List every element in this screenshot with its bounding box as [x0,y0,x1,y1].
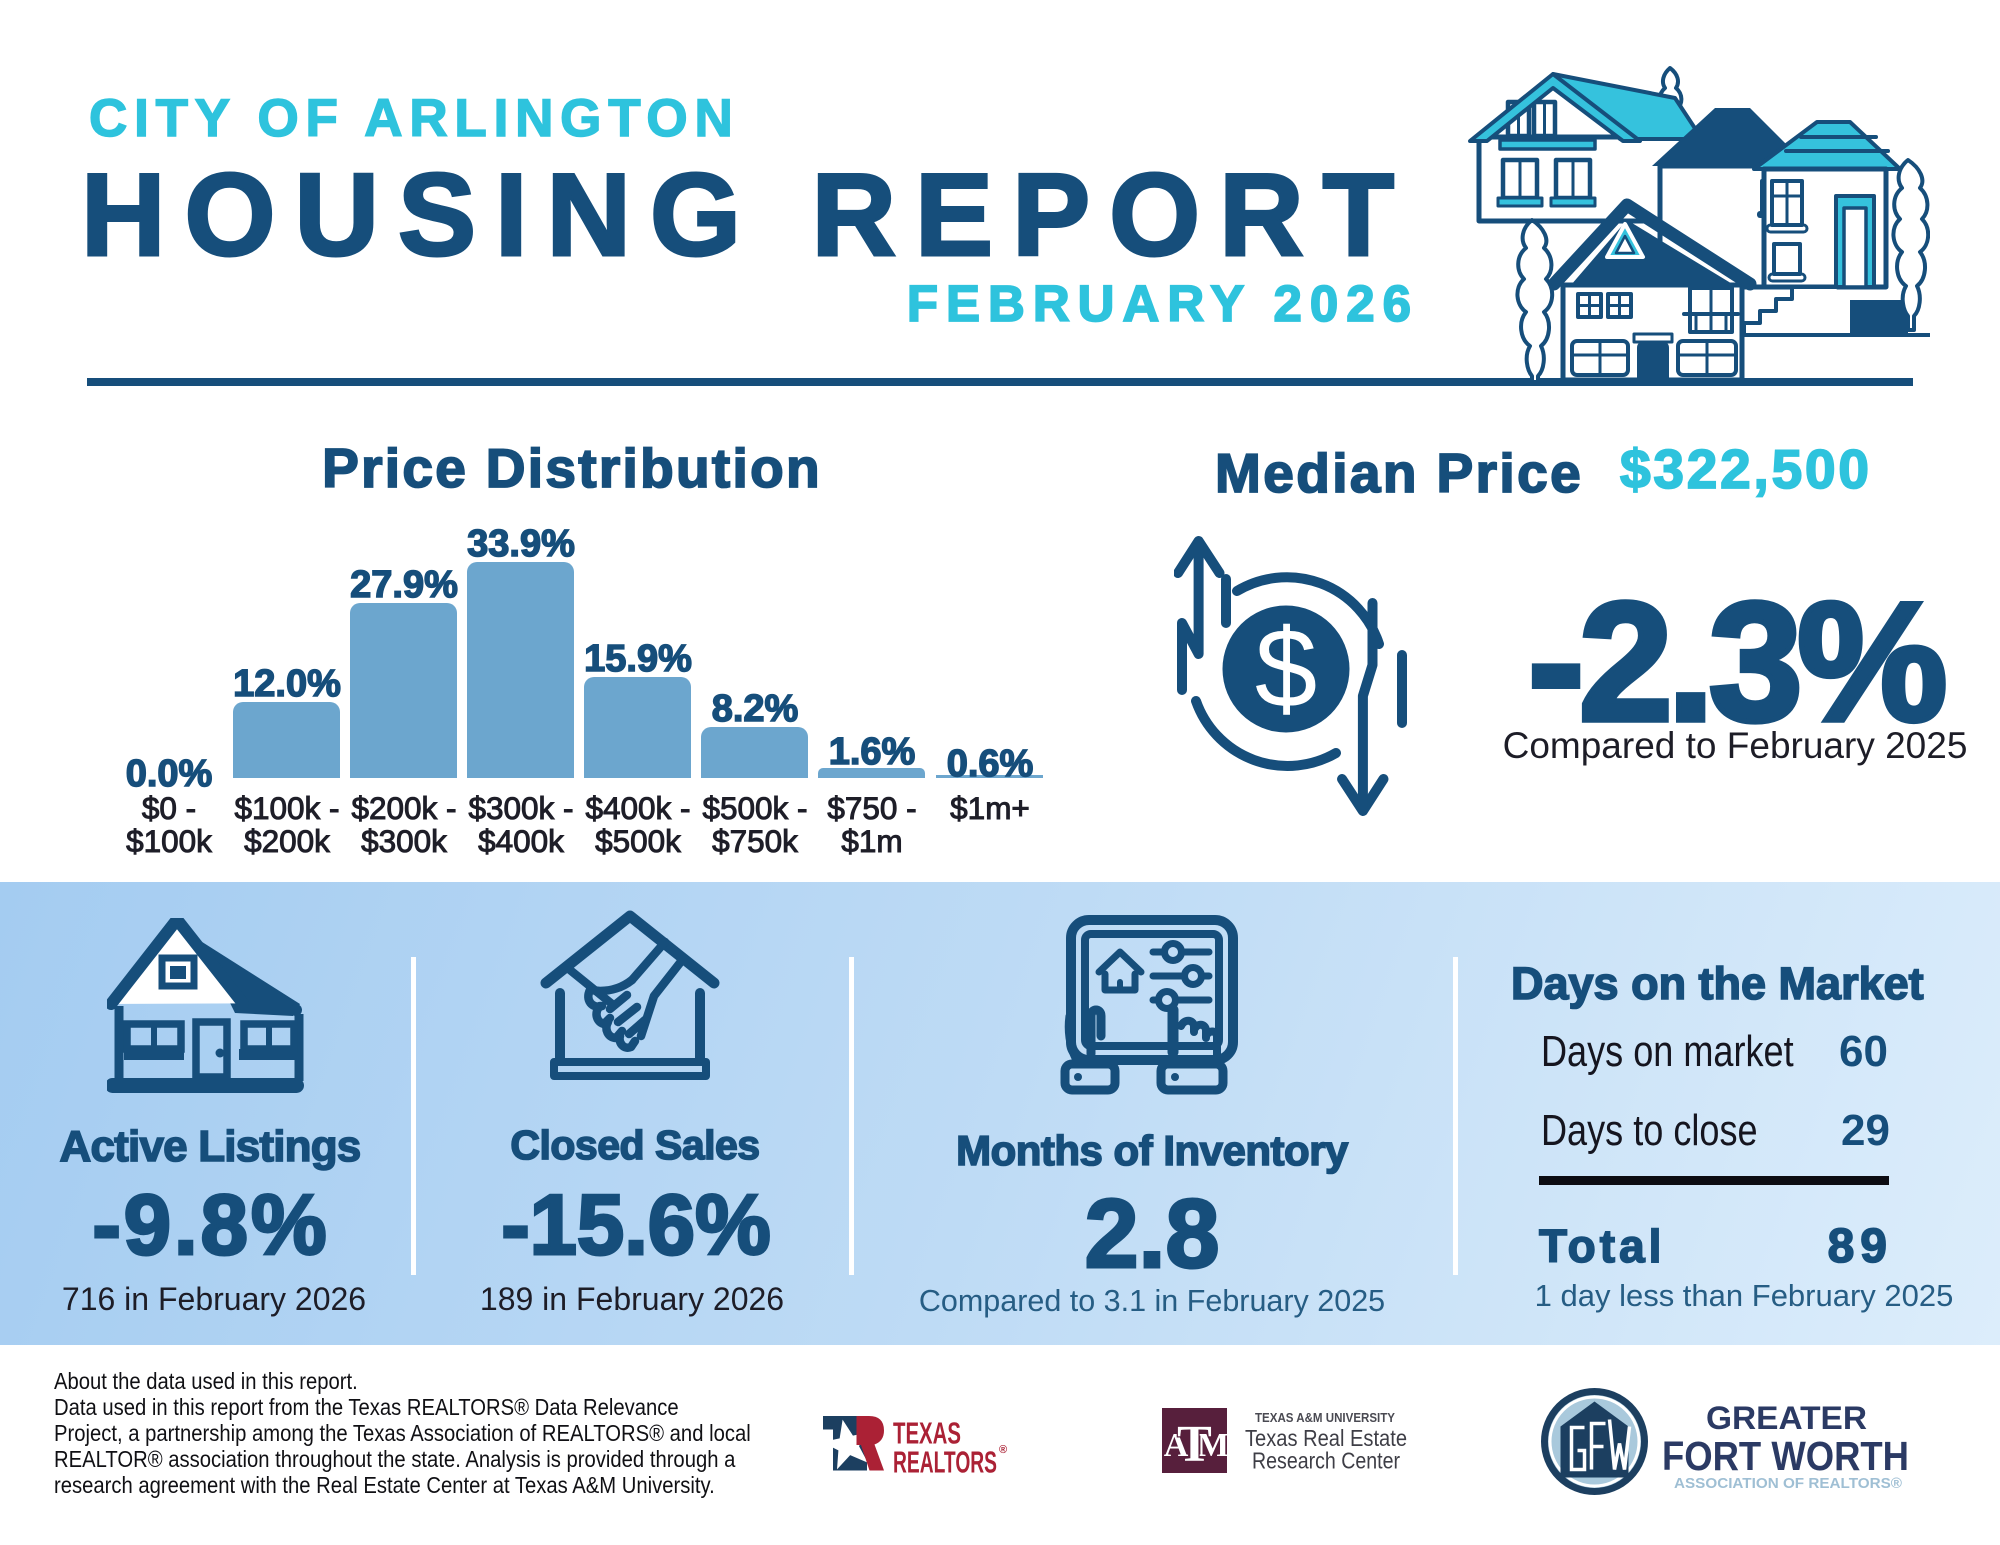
svg-text:M: M [1197,1427,1229,1464]
svg-text:A: A [1164,1427,1189,1464]
svg-text:$: $ [1255,606,1317,731]
svg-text:REALTORS: REALTORS [893,1445,997,1480]
svg-text:GREATER: GREATER [1706,1400,1867,1436]
svg-text:TEXAS A&M UNIVERSITY: TEXAS A&M UNIVERSITY [1255,1410,1395,1425]
svg-text:T: T [1177,1416,1212,1473]
svg-text:®: ® [999,1444,1007,1456]
svg-text:Texas Real Estate: Texas Real Estate [1245,1425,1407,1451]
svg-text:ASSOCIATION OF REALTORS®: ASSOCIATION OF REALTORS® [1674,1476,1902,1492]
svg-text:TEXAS: TEXAS [893,1416,961,1451]
svg-text:FORT WORTH: FORT WORTH [1662,1433,1909,1479]
svg-text:Research Center: Research Center [1252,1448,1400,1474]
